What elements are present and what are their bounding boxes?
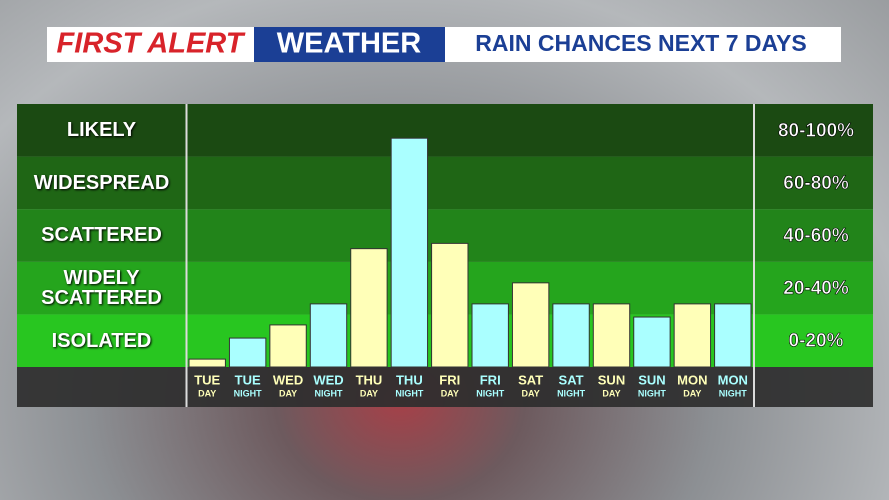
title-topic-bg — [445, 27, 841, 62]
x-tick-label: MON — [718, 372, 748, 387]
x-tick-sublabel: NIGHT — [234, 388, 263, 398]
band-range: 60-80% — [783, 173, 849, 194]
x-tick-sublabel: NIGHT — [395, 388, 424, 398]
band-label: ISOLATED — [51, 329, 152, 352]
band-range: 80-100% — [778, 120, 854, 141]
title-brand-bg — [47, 27, 254, 62]
bar — [552, 303, 590, 368]
x-axis-strip — [17, 367, 873, 407]
x-tick-label: TUE — [194, 372, 220, 387]
title-section: WEATHER — [277, 28, 422, 60]
title-section-bg — [254, 27, 445, 62]
x-tick-sublabel: DAY — [441, 388, 459, 398]
bar — [633, 316, 671, 368]
band-label: SCATTERED — [41, 224, 162, 247]
band-range: 20-40% — [783, 278, 849, 299]
x-tick-label: SUN — [598, 372, 625, 387]
x-tick-sublabel: DAY — [602, 388, 620, 398]
bar — [269, 324, 307, 368]
x-tick-sublabel: DAY — [279, 388, 297, 398]
x-tick-label: MON — [677, 372, 707, 387]
x-tick-sublabel: DAY — [683, 388, 701, 398]
bar — [431, 242, 469, 368]
bar — [350, 248, 388, 368]
bar — [592, 303, 631, 368]
bar — [188, 358, 226, 368]
band-range: 40-60% — [783, 226, 849, 247]
bar — [309, 303, 348, 368]
x-tick-sublabel: DAY — [360, 388, 378, 398]
x-tick-sublabel: DAY — [198, 388, 216, 398]
band-label: LIKELY — [66, 119, 137, 142]
title-topic: RAIN CHANCES NEXT 7 DAYS — [475, 30, 806, 56]
band — [17, 104, 873, 157]
x-tick-label: SAT — [518, 372, 543, 387]
bar — [511, 282, 550, 368]
band-label: WIDESPREAD — [33, 171, 170, 194]
x-tick-label: WED — [313, 372, 343, 387]
x-tick-sublabel: NIGHT — [557, 388, 586, 398]
bar — [228, 337, 267, 368]
band — [17, 156, 873, 210]
x-tick-label: THU — [396, 372, 423, 387]
bar — [471, 303, 509, 368]
x-tick-label: FRI — [439, 372, 460, 387]
band-range: 0-20% — [789, 331, 844, 352]
x-tick-label: THU — [356, 372, 383, 387]
x-tick-sublabel: NIGHT — [638, 388, 667, 398]
x-tick-sublabel: NIGHT — [719, 388, 748, 398]
title-brand: FIRST ALERT — [57, 28, 246, 60]
x-tick-label: WED — [273, 372, 303, 387]
x-tick-label: TUE — [235, 372, 261, 387]
band-label: WIDELY SCATTERED — [41, 267, 162, 310]
x-tick-label: SUN — [638, 372, 665, 387]
x-tick-sublabel: DAY — [522, 388, 540, 398]
x-tick-sublabel: NIGHT — [315, 388, 344, 398]
bar — [673, 303, 712, 368]
x-tick-sublabel: NIGHT — [476, 388, 505, 398]
x-tick-label: FRI — [480, 372, 501, 387]
bar — [714, 303, 752, 368]
x-tick-label: SAT — [559, 372, 584, 387]
bar — [390, 137, 429, 368]
